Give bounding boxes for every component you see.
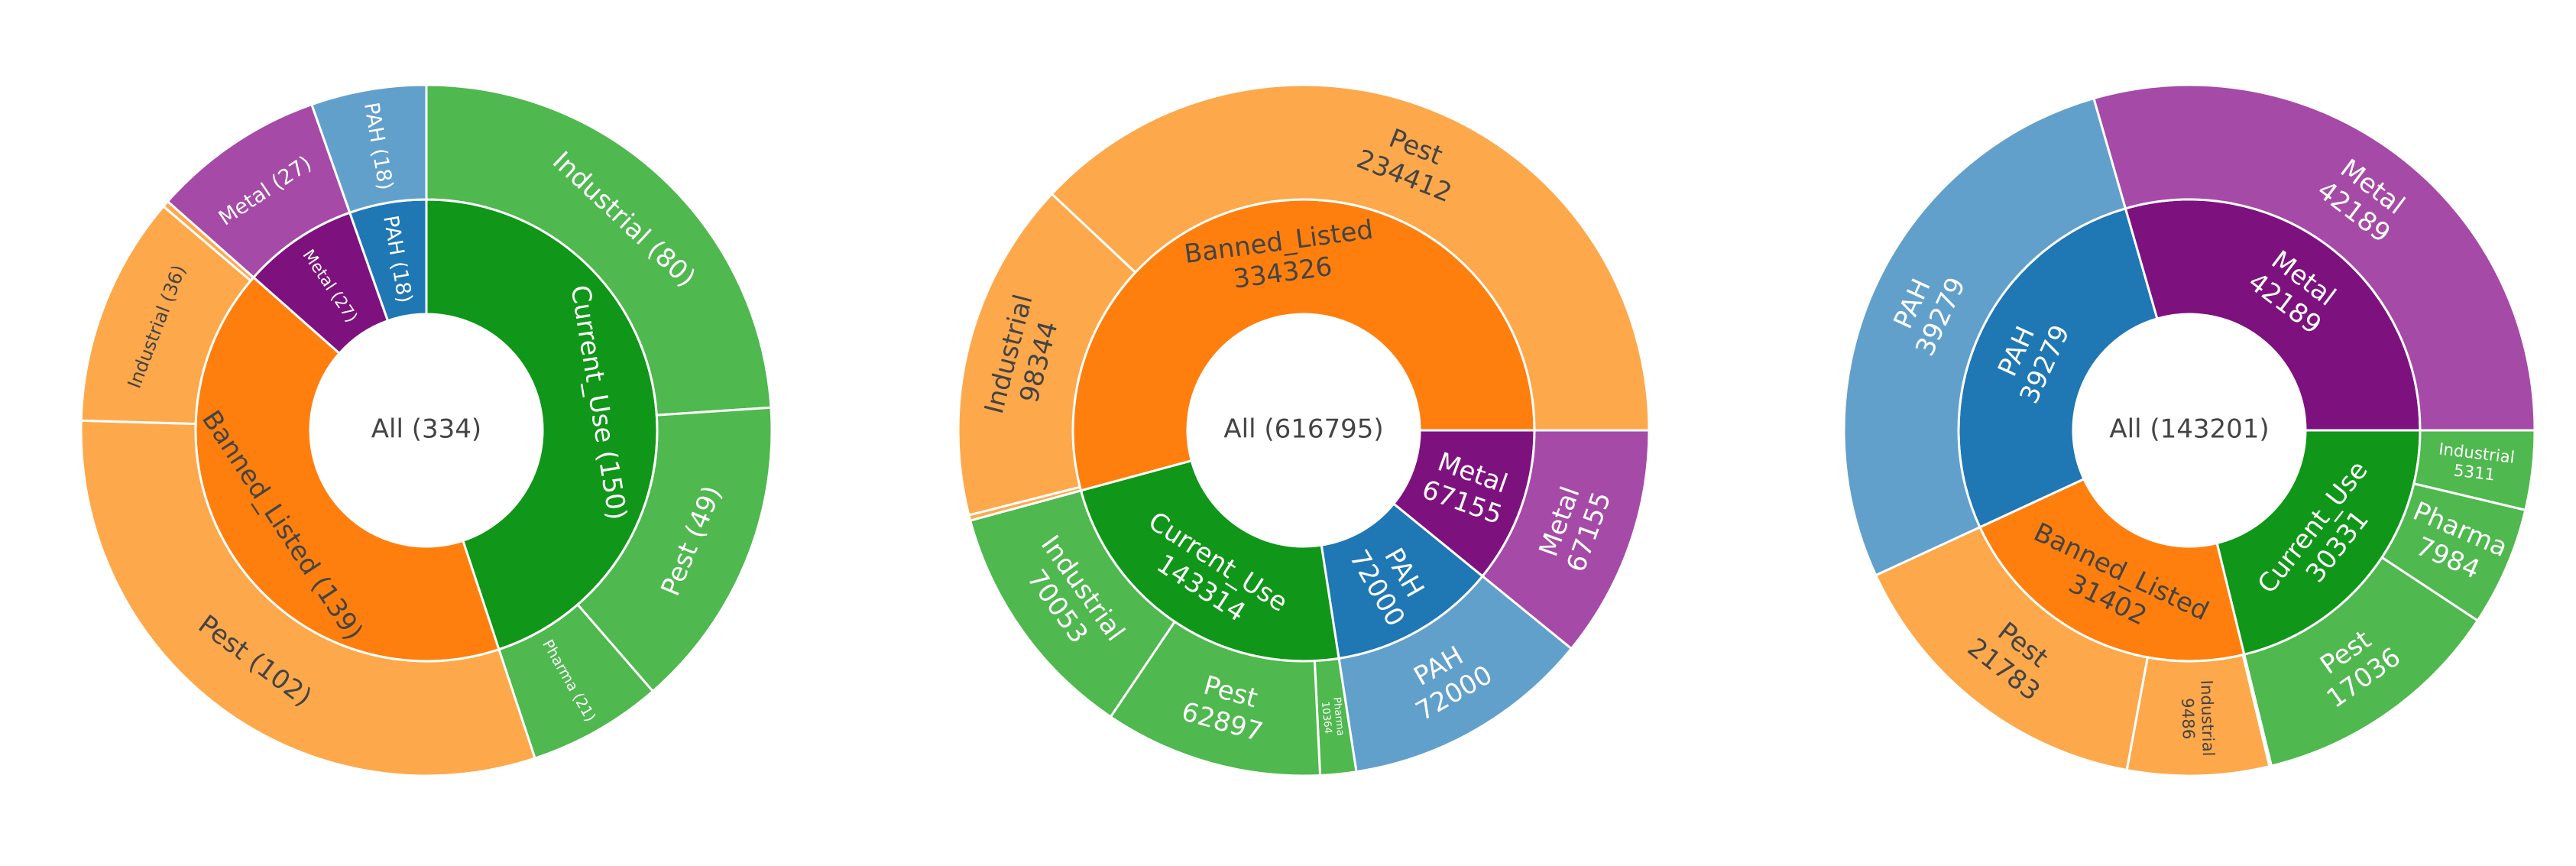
outer-ring-segment[interactable] xyxy=(1050,83,1651,432)
outer-ring-segment[interactable] xyxy=(2092,83,2536,432)
outer-ring-segment[interactable] xyxy=(1842,96,2127,577)
root-label: All (143201) xyxy=(2109,414,2269,445)
outer-ring-segment[interactable] xyxy=(1874,525,2150,772)
sunburst-chart-1: Industrial (80)Pest (49)Pharma (21)Curre… xyxy=(79,83,773,777)
outer-ring-segment[interactable] xyxy=(425,83,773,417)
outer-ring-segment[interactable] xyxy=(957,192,1137,517)
outer-segment-label: Industrial9486 xyxy=(2177,680,2218,757)
outer-ring-segment[interactable] xyxy=(79,419,536,777)
outer-segment-label: Pharma10364 xyxy=(1318,696,1346,738)
root-label: All (334) xyxy=(371,414,481,445)
root-label: All (616795) xyxy=(1223,414,1383,445)
outer-ring-segment[interactable] xyxy=(309,83,428,215)
sunburst-chart-2: Metal67155Metal67155PAH72000PAH72000Phar… xyxy=(957,83,1651,777)
sunburst-chart-3: Industrial5311Pharma7984Pest17036Current… xyxy=(1842,83,2536,777)
